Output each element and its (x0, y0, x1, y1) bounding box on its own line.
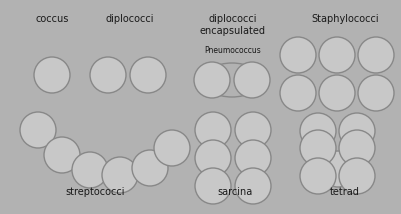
Circle shape (102, 157, 138, 193)
Text: tetrad: tetrad (329, 187, 359, 197)
Circle shape (299, 158, 335, 194)
Circle shape (34, 57, 70, 93)
Circle shape (20, 112, 56, 148)
Text: sarcina: sarcina (217, 187, 252, 197)
Circle shape (235, 112, 270, 148)
Circle shape (235, 168, 270, 204)
Circle shape (44, 137, 80, 173)
Circle shape (338, 113, 374, 149)
Circle shape (338, 158, 374, 194)
Text: diplococci
encapsulated: diplococci encapsulated (200, 14, 265, 36)
Circle shape (235, 140, 270, 176)
Circle shape (194, 168, 231, 204)
Circle shape (357, 75, 393, 111)
Circle shape (194, 140, 231, 176)
Circle shape (279, 37, 315, 73)
Circle shape (233, 62, 269, 98)
Text: Staphylococci: Staphylococci (310, 14, 378, 24)
Circle shape (194, 112, 231, 148)
Circle shape (319, 151, 355, 187)
Circle shape (338, 130, 374, 166)
Circle shape (299, 130, 335, 166)
Text: diplococci: diplococci (105, 14, 154, 24)
Circle shape (90, 57, 126, 93)
Circle shape (72, 152, 108, 188)
Circle shape (132, 150, 168, 186)
Text: Pneumococcus: Pneumococcus (204, 46, 261, 55)
Text: coccus: coccus (35, 14, 69, 24)
Circle shape (357, 37, 393, 73)
Circle shape (318, 75, 354, 111)
Circle shape (299, 113, 335, 149)
Text: streptococci: streptococci (65, 187, 124, 197)
Circle shape (130, 57, 166, 93)
Circle shape (154, 130, 190, 166)
Circle shape (194, 62, 229, 98)
Circle shape (279, 75, 315, 111)
Circle shape (318, 37, 354, 73)
